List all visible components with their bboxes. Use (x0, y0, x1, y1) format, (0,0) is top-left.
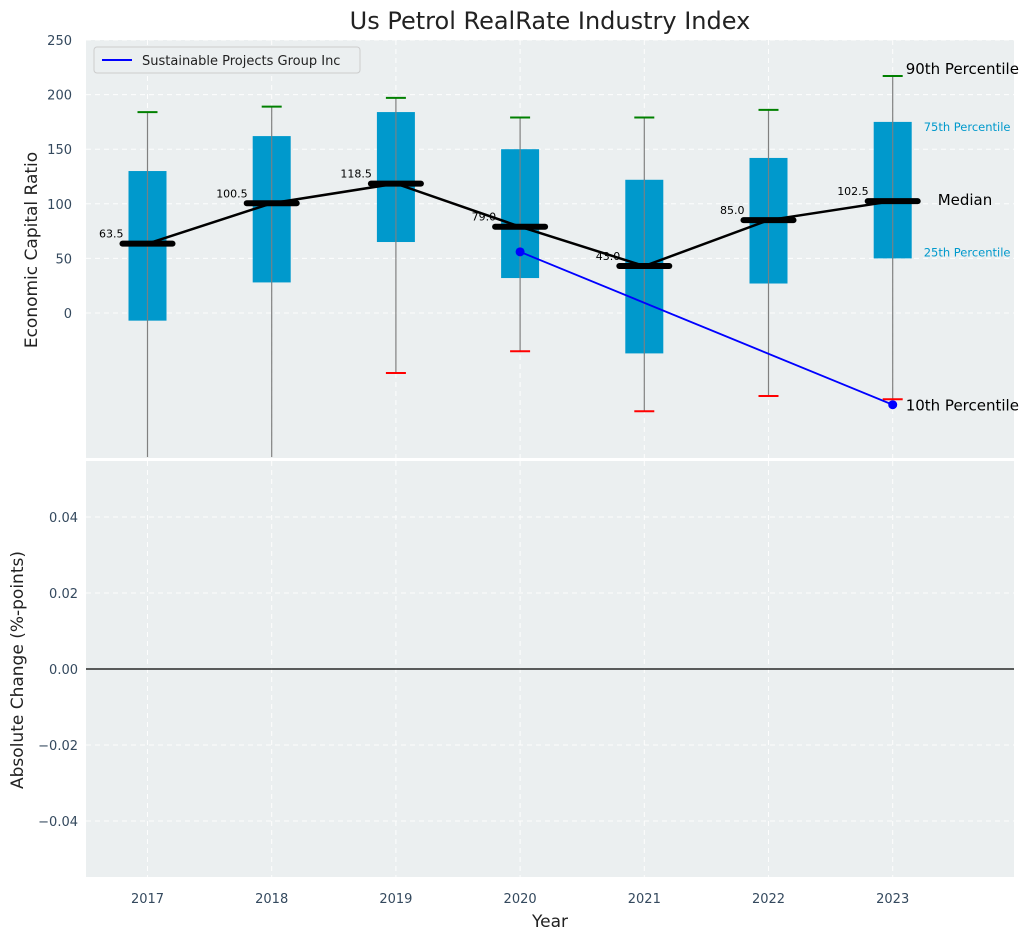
company-series (515, 247, 898, 410)
x-ticks: 2017 2018 2019 2020 2021 2022 2023 (131, 892, 909, 907)
top-panel-background (86, 40, 1014, 458)
x-tick-label: 2021 (628, 892, 661, 907)
company-point (888, 400, 898, 410)
annotation-p25: 25th Percentile (924, 245, 1011, 259)
caps (137, 75, 903, 413)
bottom-y-tick-label: 0.04 (49, 511, 78, 526)
bottom-y-tick-label: 0.02 (49, 587, 78, 602)
chart-title: Us Petrol RealRate Industry Index (350, 7, 751, 35)
annotation-median: Median (938, 191, 993, 209)
bottom-y-tick-label: −0.02 (38, 739, 78, 754)
bottom-y-ticks: −0.04 −0.02 0.00 0.02 0.04 (38, 511, 78, 830)
x-tick-label: 2017 (131, 892, 164, 907)
company-line (519, 251, 894, 406)
top-y-tick-label: 50 (55, 252, 72, 267)
annotation-p75: 75th Percentile (924, 120, 1011, 134)
median-value-label: 85.0 (720, 204, 745, 217)
median-value-label: 79.0 (472, 211, 497, 224)
bottom-y-tick-label: −0.04 (38, 815, 78, 830)
median-value-label: 63.5 (99, 228, 124, 241)
x-tick-label: 2023 (876, 892, 909, 907)
legend-box (93, 46, 361, 74)
x-tick-label: 2020 (504, 892, 537, 907)
x-tick-label: 2018 (255, 892, 288, 907)
median-value-label: 118.5 (340, 168, 372, 181)
legend-label: Sustainable Projects Group Inc (142, 54, 340, 69)
annotation-p90: 90th Percentile (906, 60, 1019, 78)
bottom-y-tick-label: 0.00 (49, 663, 78, 678)
company-point (515, 247, 525, 257)
top-y-tick-label: 200 (47, 89, 72, 104)
top-y-tick-label: 100 (47, 198, 72, 213)
bottom-y-axis-label: Absolute Change (%-points) (8, 551, 28, 789)
x-tick-label: 2022 (752, 892, 785, 907)
top-y-tick-label: 0 (64, 307, 72, 322)
legend: Sustainable Projects Group Inc (93, 46, 361, 74)
median-series: 63.5 100.5 118.5 79.0 43.0 85.0 102.5 (99, 168, 921, 270)
top-y-tick-label: 250 (47, 34, 72, 49)
x-tick-label: 2019 (379, 892, 412, 907)
top-y-ticks: 0 50 100 150 200 250 (47, 34, 72, 322)
top-y-axis-label: Economic Capital Ratio (22, 152, 42, 348)
median-value-label: 102.5 (837, 185, 869, 198)
percentile-annotations: 90th Percentile 75th Percentile Median 25th… (906, 60, 1019, 415)
median-value-label: 43.0 (596, 250, 621, 263)
median-value-label: 100.5 (216, 187, 248, 200)
top-y-tick-label: 150 (47, 143, 72, 158)
x-axis-label: Year (531, 912, 568, 932)
annotation-p10: 10th Percentile (906, 397, 1019, 415)
